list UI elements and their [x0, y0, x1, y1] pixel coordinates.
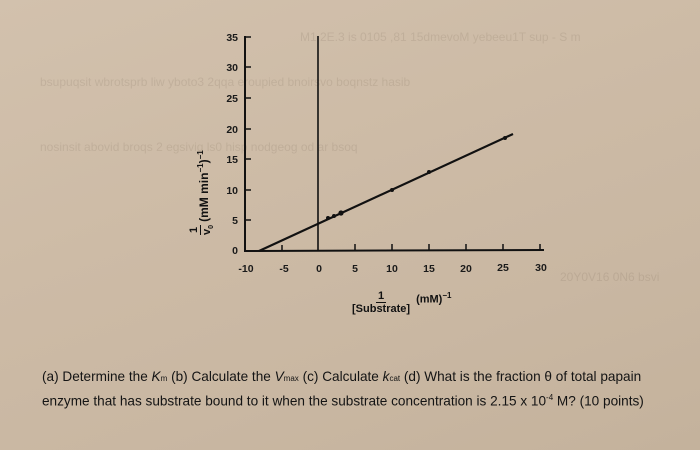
- svg-text:15: 15: [226, 154, 238, 166]
- y-label-denominator: v0: [201, 224, 216, 235]
- x-axis-label: 1 [Substrate] (mM)−1: [352, 290, 451, 315]
- data-points: [326, 136, 507, 220]
- y-label-unit: (mM min−1)−1: [195, 150, 211, 222]
- svg-text:10: 10: [386, 263, 398, 275]
- x-label-unit: (mM)−1: [416, 291, 452, 306]
- svg-text:25: 25: [226, 93, 238, 105]
- fitted-line: [258, 133, 514, 252]
- svg-text:0: 0: [316, 263, 322, 275]
- y-tick-labels: 0 5 10 15 20 25 30 35: [226, 32, 238, 257]
- svg-text:20: 20: [226, 124, 238, 136]
- svg-text:20: 20: [460, 263, 472, 275]
- y-axis-label: 1 v0 (mM min−1)−1: [166, 95, 215, 235]
- svg-text:10: 10: [226, 185, 238, 197]
- svg-text:25: 25: [497, 262, 509, 274]
- lineweaver-burk-plot: 0 5 10 15 20 25 30 35 -10 -5 0 5 10 15 2…: [226, 32, 547, 275]
- svg-text:30: 30: [226, 62, 238, 74]
- svg-text:5: 5: [352, 263, 358, 275]
- svg-text:30: 30: [535, 262, 547, 274]
- svg-text:5: 5: [232, 215, 238, 227]
- svg-text:15: 15: [423, 263, 435, 275]
- svg-text:-10: -10: [238, 263, 253, 275]
- x-axis: [243, 249, 545, 252]
- x-tick-labels: -10 -5 0 5 10 15 20 25 30: [238, 262, 547, 275]
- x-label-numerator: 1: [375, 290, 387, 303]
- svg-text:35: 35: [226, 32, 238, 44]
- question-text: (a) Determine the Km (b) Calculate the V…: [42, 369, 644, 409]
- x-ticks: [281, 244, 541, 251]
- y-label-numerator: 1: [188, 224, 201, 235]
- y-ticks: [245, 36, 251, 221]
- x-label-denominator: [Substrate]: [352, 303, 411, 315]
- svg-text:-5: -5: [279, 263, 288, 275]
- svg-text:0: 0: [232, 245, 238, 257]
